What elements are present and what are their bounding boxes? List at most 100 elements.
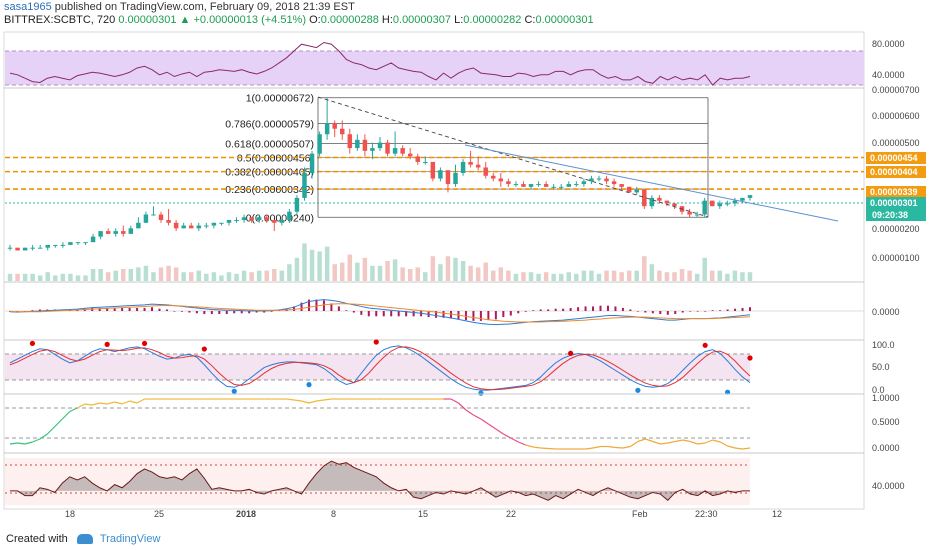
volume-bar xyxy=(400,267,405,281)
volume-bar xyxy=(536,273,541,281)
low-label: L: xyxy=(454,14,464,26)
volume-bar xyxy=(491,270,496,281)
macd-histogram-bar xyxy=(195,311,198,314)
volume-bar xyxy=(574,273,579,281)
macd-histogram-bar xyxy=(173,311,176,312)
rsi-series xyxy=(9,41,751,86)
footer-bar: Created with TradingView xyxy=(0,528,932,550)
symbol-name[interactable]: BITTREX:SCBTC, 720 xyxy=(4,14,116,26)
volume-bar xyxy=(90,269,96,281)
candle-body xyxy=(415,156,420,162)
osc3-line-segment xyxy=(129,400,138,404)
candle-body xyxy=(725,203,730,205)
macd-histogram-bar xyxy=(315,299,318,311)
stoch-axis-label-50: 50.0 xyxy=(872,362,890,372)
time-label: 18 xyxy=(65,509,75,519)
candle-body xyxy=(83,242,88,244)
volume-bar xyxy=(15,273,20,281)
candle-body xyxy=(453,173,458,185)
volume-bar xyxy=(22,273,28,281)
osc3-line-segment xyxy=(727,445,736,449)
macd-histogram-bar xyxy=(263,311,266,313)
macd-histogram-bar xyxy=(136,307,139,311)
macd-histogram-bar xyxy=(31,310,34,311)
chart-canvas[interactable]: 80.0000 40.0000 1(0.00000672) 0.786(0.00… xyxy=(0,27,932,519)
volume-bar xyxy=(513,273,519,281)
macd-histogram-bar xyxy=(240,311,243,314)
candle-body xyxy=(611,181,617,185)
volume-bar xyxy=(725,273,730,281)
macd-histogram-bar xyxy=(225,311,228,315)
macd-histogram-bar xyxy=(629,309,632,311)
volume-bar xyxy=(528,272,534,281)
macd-histogram-bar xyxy=(666,311,669,315)
time-axis: 18 25 2018 8 15 22 Feb 22:30 12 xyxy=(65,509,782,519)
osc3-line-segment xyxy=(742,447,751,450)
candle-body xyxy=(732,200,738,204)
candle-body xyxy=(37,247,43,249)
candle-body xyxy=(211,222,217,226)
dashed-trendline[interactable] xyxy=(317,96,709,218)
volume-bar xyxy=(498,267,504,281)
volume-bar xyxy=(287,264,292,281)
blue-trendline[interactable] xyxy=(464,144,839,222)
volume-bar xyxy=(279,270,285,281)
created-with-text: Created with xyxy=(6,533,68,545)
osc3-line-segment xyxy=(293,399,302,402)
candle-body xyxy=(664,200,670,204)
oscillator-2-pane: 40.0000 xyxy=(5,458,905,505)
rsi-line xyxy=(9,41,751,86)
candle-body xyxy=(15,247,20,251)
volume-bar xyxy=(241,270,247,281)
stochastic-pane: 100.0 50.0 0.0 xyxy=(5,339,895,396)
volume-bar xyxy=(324,246,330,281)
osc3-line-segment xyxy=(32,438,41,443)
macd-histogram-bar xyxy=(636,311,639,312)
candle-body xyxy=(566,184,572,187)
tradingview-link[interactable]: TradingView xyxy=(99,533,161,545)
candles[interactable] xyxy=(7,98,753,251)
time-label: 15 xyxy=(418,509,428,519)
candle-body xyxy=(438,170,443,179)
macd-histogram-bar xyxy=(203,311,206,315)
volume-bar xyxy=(377,265,383,281)
macd-histogram-bar xyxy=(233,311,236,314)
candle-body xyxy=(105,231,111,234)
macd-histogram-bar xyxy=(711,310,714,311)
price-tag-339 xyxy=(866,186,926,198)
macd-histogram-bar xyxy=(584,306,587,311)
volume-bar xyxy=(7,273,13,281)
candle-body xyxy=(309,153,315,173)
volume-bar xyxy=(204,273,209,281)
volume-bar xyxy=(219,275,224,281)
macd-pane: 0.0000 xyxy=(5,299,900,326)
price-axis-label-600: 0.00000600 xyxy=(872,111,920,121)
volume-bar xyxy=(249,272,254,281)
volume-bar xyxy=(702,257,707,281)
macd-histogram-bar xyxy=(606,305,609,311)
volume-bar xyxy=(438,264,443,281)
volume-bar xyxy=(445,256,451,281)
osc3-series xyxy=(9,398,751,450)
volume-bar xyxy=(211,272,217,281)
fib-label-0786: 0.786(0.00000579) xyxy=(225,118,314,130)
candle-body xyxy=(143,214,149,223)
volume-bar xyxy=(460,261,466,281)
macd-histogram-bar xyxy=(749,307,751,311)
volume-bar xyxy=(234,273,239,281)
volume-bar xyxy=(151,272,156,281)
candle-body xyxy=(287,211,292,221)
stoch-marker-dot xyxy=(373,339,379,345)
candle-body xyxy=(740,197,745,201)
volume-bar xyxy=(340,262,345,281)
volume-bar xyxy=(581,270,587,281)
macd-line xyxy=(9,299,751,326)
price-axis-label-500: 0.00000500 xyxy=(872,138,920,148)
volume-bar xyxy=(596,273,602,281)
osc3-line-segment xyxy=(675,439,683,443)
osc3-line-segment xyxy=(540,447,549,450)
author-link[interactable]: sasa1965 xyxy=(4,1,52,13)
osc3-line-segment xyxy=(510,437,519,443)
candle-body xyxy=(294,197,300,212)
high-label: H: xyxy=(381,14,393,26)
